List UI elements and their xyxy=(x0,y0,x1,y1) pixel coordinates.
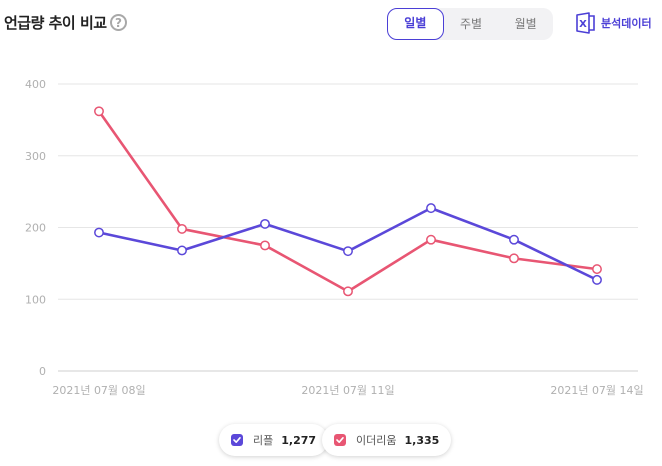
legend-label: 리플 xyxy=(253,434,274,447)
y-tick-label: 200 xyxy=(25,222,46,235)
data-point xyxy=(592,274,602,285)
data-point xyxy=(592,264,602,275)
page-title: 언급량 추이 비교 xyxy=(4,14,107,32)
data-point xyxy=(426,234,436,245)
data-point xyxy=(260,218,270,229)
period-segmented-control: 일별 주별 월별 xyxy=(387,8,553,40)
tab-weekly[interactable]: 주별 xyxy=(459,17,483,31)
export-data-button[interactable]: X 분석데이터 xyxy=(574,12,652,34)
x-tick-label: 2021년 07월 11일 xyxy=(301,383,394,397)
series-points xyxy=(94,106,602,297)
data-point xyxy=(177,245,187,256)
series-line xyxy=(97,110,598,293)
data-point xyxy=(343,246,353,257)
y-tick-label: 400 xyxy=(25,78,46,91)
data-point xyxy=(260,240,270,251)
y-tick-label: 100 xyxy=(25,293,46,306)
excel-icon: X xyxy=(576,12,595,34)
checkbox-checked-icon xyxy=(334,434,346,446)
x-tick-label: 2021년 07월 08일 xyxy=(52,383,145,397)
data-point xyxy=(177,223,187,234)
series-lines xyxy=(97,110,598,293)
data-point xyxy=(509,234,519,245)
legend-item-ethereum[interactable]: 이더리움 1,335 xyxy=(322,424,452,456)
y-axis-ticks: 0 100 200 300 400 xyxy=(25,78,46,378)
grid-layer xyxy=(58,83,638,372)
checkbox-checked-icon xyxy=(231,434,243,446)
question-circle-icon[interactable]: ? xyxy=(110,14,127,31)
x-tick-label: 2021년 07월 14일 xyxy=(550,383,643,397)
data-point xyxy=(426,203,436,214)
y-tick-label: 0 xyxy=(39,365,46,378)
data-point xyxy=(94,227,104,238)
tab-daily[interactable]: 일별 xyxy=(387,8,444,40)
data-point xyxy=(343,286,353,297)
data-point xyxy=(94,106,104,117)
x-axis-ticks: 2021년 07월 08일 2021년 07월 11일 2021년 07월 14일 xyxy=(52,383,643,397)
line-chart: 0 100 200 300 400 2021년 07월 08일 2021년 07월 11일… xyxy=(25,78,644,397)
tab-monthly[interactable]: 월별 xyxy=(514,17,537,31)
export-data-label: 분석데이터 xyxy=(601,17,652,30)
legend-value: 1,335 xyxy=(404,433,440,447)
legend-item-ripple[interactable]: 리플 1,277 xyxy=(219,424,329,456)
excel-icon-glyph: X xyxy=(579,19,587,30)
data-point xyxy=(509,253,519,264)
y-tick-label: 300 xyxy=(25,150,46,163)
legend-value: 1,277 xyxy=(281,433,317,447)
legend-label: 이더리움 xyxy=(356,434,397,447)
